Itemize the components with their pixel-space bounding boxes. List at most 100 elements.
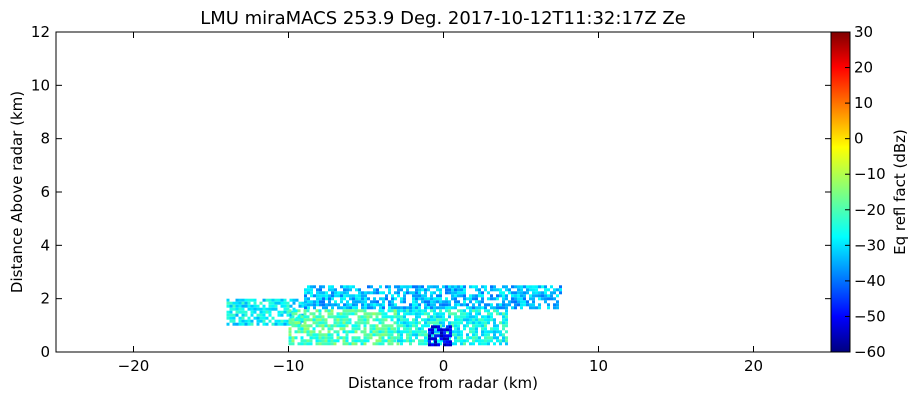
echo-pixel xyxy=(472,285,475,289)
echo-pixel xyxy=(418,294,421,298)
echo-pixel xyxy=(312,333,316,337)
echo-pixel xyxy=(449,331,452,335)
echo-pixel xyxy=(321,333,325,337)
echo-pixel xyxy=(370,303,373,307)
echo-pixel xyxy=(403,309,406,313)
echo-pixel xyxy=(406,336,409,340)
echo-pixel xyxy=(424,300,427,304)
echo-pixel xyxy=(366,333,370,337)
echo-pixel xyxy=(487,309,490,313)
echo-pixel xyxy=(508,300,511,304)
echo-pixel xyxy=(384,324,388,328)
echo-pixel xyxy=(363,321,367,325)
echo-pixel xyxy=(336,315,340,319)
echo-pixel xyxy=(412,321,415,325)
echo-pixel xyxy=(505,309,508,313)
echo-pixel xyxy=(381,333,385,337)
echo-pixel xyxy=(381,339,385,343)
echo-pixel xyxy=(403,312,406,316)
echo-pixel xyxy=(559,291,562,295)
echo-pixel xyxy=(469,330,472,334)
echo-pixel xyxy=(306,330,310,334)
echo-pixel xyxy=(271,316,275,320)
echo-pixel xyxy=(381,321,385,325)
echo-pixel xyxy=(502,324,505,328)
echo-pixel xyxy=(378,312,382,316)
echo-pixel xyxy=(523,294,526,298)
echo-pixel xyxy=(280,322,284,326)
echo-pixel xyxy=(363,342,367,346)
echo-pixel xyxy=(283,319,287,323)
echo-pixel xyxy=(232,313,236,317)
echo-pixel xyxy=(381,318,385,322)
echo-pixel xyxy=(538,306,541,310)
echo-pixel xyxy=(268,307,272,311)
echo-pixel xyxy=(475,321,478,325)
echo-pixel xyxy=(367,285,370,289)
echo-pixel xyxy=(394,297,397,301)
echo-pixel xyxy=(433,291,436,295)
echo-pixel xyxy=(241,301,245,305)
echo-pixel xyxy=(345,336,349,340)
echo-pixel xyxy=(247,301,251,305)
echo-pixel xyxy=(336,318,340,322)
echo-pixel xyxy=(328,297,331,301)
echo-pixel xyxy=(460,339,463,343)
echo-pixel xyxy=(538,297,541,301)
echo-pixel xyxy=(280,298,284,302)
echo-pixel xyxy=(286,304,290,308)
echo-pixel xyxy=(460,285,463,289)
echo-pixel xyxy=(315,318,319,322)
echo-pixel xyxy=(324,339,328,343)
echo-pixel xyxy=(390,327,394,331)
echo-pixel xyxy=(235,301,239,305)
echo-pixel xyxy=(355,306,358,310)
echo-pixel xyxy=(352,303,355,307)
echo-pixel xyxy=(556,294,559,298)
echo-pixel xyxy=(352,285,355,289)
echo-pixel xyxy=(472,333,475,337)
echo-pixel xyxy=(457,336,460,340)
echo-pixel xyxy=(294,330,298,334)
echo-pixel xyxy=(390,342,394,346)
echo-pixel xyxy=(478,306,481,310)
echo-pixel xyxy=(244,322,248,326)
echo-pixel xyxy=(532,306,535,310)
echo-pixel xyxy=(520,297,523,301)
echo-pixel xyxy=(274,319,278,323)
echo-pixel xyxy=(475,285,478,289)
echo-pixel xyxy=(415,318,418,322)
echo-pixel xyxy=(283,307,287,311)
echo-pixel xyxy=(354,336,358,340)
echo-pixel xyxy=(436,321,439,325)
echo-pixel xyxy=(412,339,415,343)
echo-pixel xyxy=(271,322,275,326)
echo-pixel xyxy=(409,312,412,316)
echo-pixel xyxy=(300,327,304,331)
echo-pixel xyxy=(439,297,442,301)
echo-pixel xyxy=(321,336,325,340)
echo-pixel xyxy=(475,294,478,298)
echo-pixel xyxy=(280,304,284,308)
echo-pixel xyxy=(322,300,325,304)
echo-pixel xyxy=(397,318,400,322)
echo-pixel xyxy=(348,342,352,346)
echo-pixel xyxy=(535,291,538,295)
echo-pixel xyxy=(363,330,367,334)
echo-pixel xyxy=(355,288,358,292)
echo-pixel xyxy=(418,303,421,307)
echo-pixel xyxy=(298,313,302,317)
echo-pixel xyxy=(493,336,496,340)
echo-pixel xyxy=(502,294,505,298)
echo-pixel xyxy=(364,303,367,307)
echo-pixel xyxy=(387,327,391,331)
echo-pixel xyxy=(421,327,424,331)
echo-pixel xyxy=(280,313,284,317)
echo-pixel xyxy=(340,285,343,289)
echo-pixel xyxy=(343,306,346,310)
echo-pixel xyxy=(415,288,418,292)
echo-pixel xyxy=(244,319,248,323)
echo-pixel xyxy=(391,303,394,307)
echo-pixel xyxy=(241,304,245,308)
echo-pixel xyxy=(393,309,397,313)
